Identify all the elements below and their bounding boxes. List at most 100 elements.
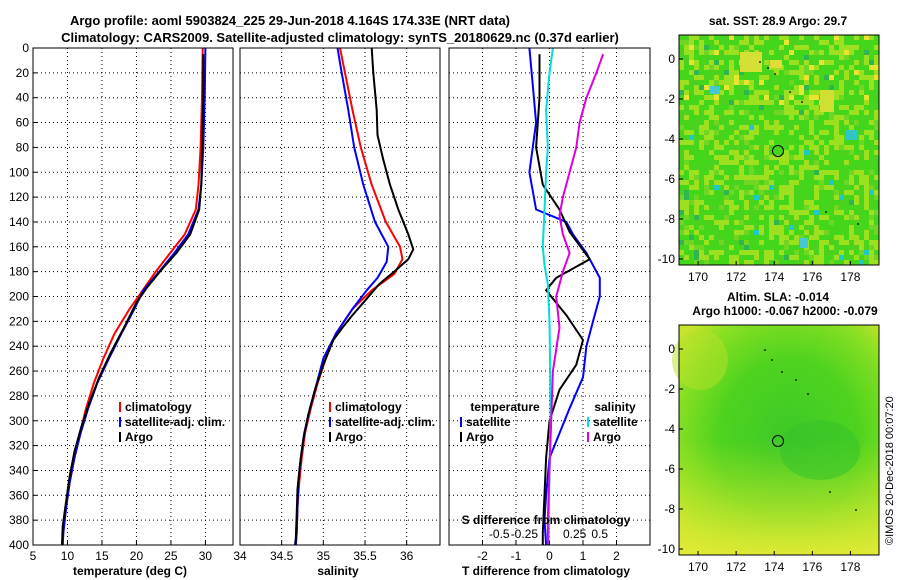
sst-cell [804, 215, 809, 220]
sst-cell [849, 50, 854, 55]
sst-cell [709, 160, 714, 165]
sst-cell [739, 135, 744, 140]
sst-cell [794, 200, 799, 205]
sst-cell [729, 105, 734, 110]
sst-cell [704, 75, 709, 80]
sst-cell [679, 35, 684, 40]
sst-cell [704, 100, 709, 105]
sst-cell [789, 210, 794, 215]
series-line-s-argo [546, 53, 605, 545]
sst-cell [819, 120, 824, 125]
sst-cell [694, 105, 699, 110]
sst-cell [789, 200, 794, 205]
sst-cell [829, 255, 834, 260]
sst-cell [734, 140, 739, 145]
sst-cell [704, 80, 709, 85]
sst-cell [854, 190, 859, 195]
sst-cell [734, 225, 739, 230]
sst-cell [864, 215, 869, 220]
sst-cell [869, 230, 874, 235]
sst-cell [759, 195, 764, 200]
sst-cell [859, 45, 864, 50]
sst-cell [789, 245, 794, 250]
sst-cell [724, 205, 729, 210]
sst-cell [829, 110, 834, 115]
sst-cell [764, 170, 769, 175]
sla-map-title1: Altim. SLA: -0.014 [727, 290, 829, 304]
sst-cell [839, 145, 844, 150]
sst-cell [844, 155, 849, 160]
sst-cell [809, 105, 814, 110]
sst-cell [864, 100, 869, 105]
sst-cell [749, 95, 754, 100]
sst-cell [754, 110, 759, 115]
sst-cell [739, 210, 744, 215]
sst-cell [744, 160, 749, 165]
sst-cell [719, 205, 724, 210]
sst-cell [824, 60, 829, 65]
sst-cell [679, 95, 684, 100]
sst-cell [694, 250, 699, 255]
sst-cell [729, 175, 734, 180]
sst-cell [814, 90, 819, 95]
sst-cell [809, 65, 814, 70]
sst-cell [724, 250, 729, 255]
sst-cell [699, 235, 704, 240]
sst-patch [845, 130, 857, 140]
sst-cell [854, 180, 859, 185]
sst-cell [789, 60, 794, 65]
x-tick-label: 2 [613, 549, 620, 563]
sst-cell [699, 195, 704, 200]
sst-cell [774, 185, 779, 190]
sst-cell [734, 95, 739, 100]
sst-cell [719, 210, 724, 215]
sst-cell [789, 190, 794, 195]
sst-cell [679, 195, 684, 200]
sst-cell [819, 80, 824, 85]
sst-cell [719, 80, 724, 85]
sst-cell [689, 130, 694, 135]
sst-cell [699, 230, 704, 235]
sst-cell [844, 255, 849, 260]
sst-cell [864, 165, 869, 170]
sst-cell [859, 260, 864, 265]
sst-cell [784, 230, 789, 235]
sst-cell [754, 90, 759, 95]
sst-cell [849, 55, 854, 60]
sst-cell [704, 55, 709, 60]
sst-cell [764, 65, 769, 70]
sst-cell [859, 145, 864, 150]
sst-cell [774, 190, 779, 195]
sst-cell [734, 230, 739, 235]
sst-cell [774, 95, 779, 100]
sst-cell [704, 250, 709, 255]
sst-cell [824, 240, 829, 245]
sst-cell [814, 150, 819, 155]
sst-cell [819, 40, 824, 45]
sst-cell [729, 35, 734, 40]
sst-cell [779, 105, 784, 110]
sst-cell [829, 200, 834, 205]
sst-cell [864, 75, 869, 80]
sst-cell [694, 200, 699, 205]
sst-cell [849, 230, 854, 235]
sst-cell [684, 80, 689, 85]
sst-cell [709, 60, 714, 65]
sst-cell [749, 85, 754, 90]
sst-cell [709, 100, 714, 105]
x-tick-label: 1 [580, 549, 587, 563]
sst-cell [754, 75, 759, 80]
sst-cell [829, 50, 834, 55]
sst-cell [824, 35, 829, 40]
sst-cell [814, 255, 819, 260]
y-tick-label: 80 [16, 140, 30, 154]
sst-cell [819, 75, 824, 80]
y-tick-label: 120 [9, 190, 29, 204]
sst-cell [854, 140, 859, 145]
sst-cell [799, 155, 804, 160]
sst-cell [699, 35, 704, 40]
sst-cell [719, 135, 724, 140]
sst-cell [779, 240, 784, 245]
sst-cell [734, 235, 739, 240]
sst-cell [809, 150, 814, 155]
